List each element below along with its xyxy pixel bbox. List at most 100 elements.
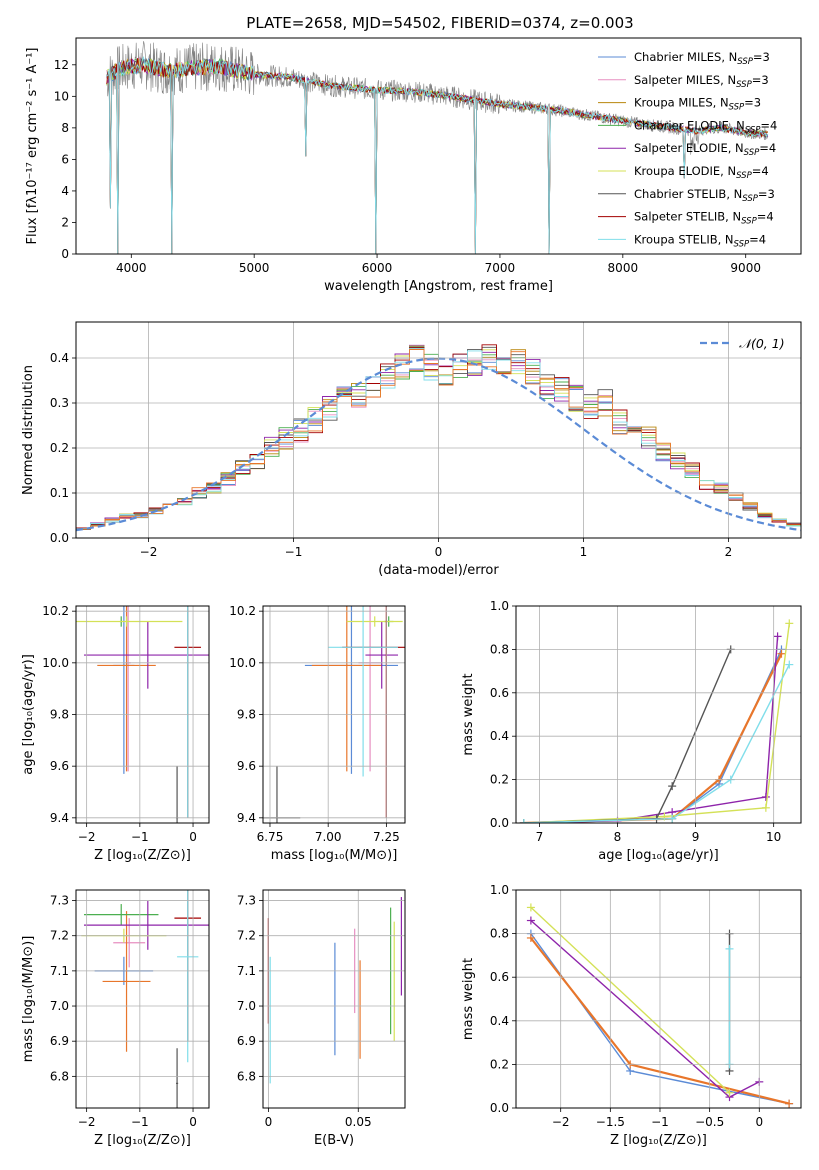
weight-line-salpeter_elodie — [523, 636, 779, 823]
errorbar-point — [328, 606, 399, 777]
y-tick-label: 9.8 — [50, 708, 69, 722]
y-tick-label: 0.4 — [50, 351, 69, 365]
y-tick-label: 1.0 — [490, 883, 509, 897]
x-tick-label: −1 — [651, 1115, 669, 1129]
y-axis-label: Normed distribution — [21, 365, 36, 495]
legend-label: Chabrier ELODIE, N — [634, 118, 745, 132]
legend-sub: SSP — [737, 57, 753, 67]
legend-label: Kroupa MILES, N — [634, 96, 729, 110]
legend-suffix: =3 — [753, 50, 770, 64]
y-tick-label: 7.3 — [50, 894, 69, 908]
x-tick-label: 7.25 — [373, 830, 400, 844]
axes-frame — [75, 321, 802, 539]
x-tick-label: −2 — [78, 1115, 96, 1129]
mass_vs_ebv-axes: 0 0.05 6.8 6.9 7.0 7.1 7.2 7.3 E(B-V) — [237, 889, 406, 1148]
model-line-salpeter_stelib — [106, 58, 768, 254]
legend-sub: SSP — [736, 80, 752, 90]
y-tick-label: 0.8 — [490, 927, 509, 941]
legend-sub: SSP — [742, 194, 758, 204]
y-tick-label: 7.1 — [237, 964, 256, 978]
x-tick-label: −1.5 — [596, 1115, 625, 1129]
x-tick-label: −0.5 — [695, 1115, 724, 1129]
x-axis-label: wavelength [Angstrom, rest frame] — [324, 279, 553, 294]
x-tick-label: −2 — [78, 830, 96, 844]
y-axis-label: mass weight — [461, 673, 476, 755]
mass_vs_ebv-plot — [267, 897, 403, 1084]
y-tick-label: 0.8 — [490, 642, 509, 656]
x-tick-label: −1 — [285, 545, 303, 559]
y-axis-label: age [log₁₀(age/yr)] — [21, 654, 36, 775]
y-tick-label: 9.8 — [237, 708, 256, 722]
y-tick-label: 7.2 — [50, 929, 69, 943]
x-tick-label: 6.75 — [257, 830, 284, 844]
y-tick-label: 9.4 — [50, 811, 69, 825]
y-axis-label: mass weight — [461, 958, 476, 1040]
y-tick-label: 0.6 — [490, 686, 509, 700]
age_vs_mass-plot — [263, 606, 405, 823]
axes-frame — [515, 605, 802, 824]
y-tick-label: 10 — [54, 89, 69, 103]
x-tick-label: 7000 — [485, 261, 516, 275]
legend-label: Kroupa STELIB, N — [634, 232, 734, 246]
y-tick-label: 6.8 — [50, 1069, 69, 1083]
x-axis-label: age [log₁₀(age/yr)] — [598, 848, 719, 863]
y-tick-label: 12 — [54, 58, 69, 72]
model-line-salpeter_elodie — [106, 58, 769, 254]
y-tick-label: 9.6 — [237, 759, 256, 773]
y-tick-label: 4 — [61, 184, 69, 198]
spectrum-axes: 4000 5000 6000 7000 8000 9000 0 2 4 6 8 10 12 wavelen… — [25, 37, 802, 294]
legend-label: Chabrier STELIB, N — [634, 187, 742, 201]
x-tick-label: 7.00 — [315, 830, 342, 844]
legend-suffix: =4 — [759, 141, 776, 155]
x-tick-label: −2 — [552, 1115, 570, 1129]
axes-frame — [262, 889, 406, 1109]
y-tick-label: 0 — [61, 247, 69, 261]
y-tick-label: 0.2 — [490, 773, 509, 787]
y-axis-label: Flux [fλ10⁻¹⁷ erg cm⁻² s⁻¹ A⁻¹] — [25, 48, 40, 245]
x-tick-label: 7 — [536, 830, 544, 844]
errorbar-point — [102, 911, 151, 1052]
errorbar-point — [176, 1048, 179, 1108]
y-tick-label: 9.6 — [50, 759, 69, 773]
y-tick-label: 10.0 — [229, 656, 256, 670]
weight_vs_z-axes: −2 −1.5 −1 −0.5 0 0.0 0.2 0.4 0.6 0.8 1.0 Z [log₁₀(… — [461, 883, 802, 1148]
weight_vs_age-plot — [519, 619, 794, 823]
x-axis-label: Z [log₁₀(Z/Z⊙)] — [94, 848, 191, 863]
legend-entry: 𝒩(0, 1) — [739, 336, 785, 351]
y-tick-label: 7.0 — [237, 999, 256, 1013]
model-line-chabrier_miles — [106, 57, 769, 254]
y-tick-label: 10.2 — [42, 604, 69, 618]
x-tick-label: −2 — [140, 545, 158, 559]
y-tick-label: 7.1 — [50, 964, 69, 978]
y-tick-label: 6.8 — [237, 1069, 256, 1083]
residuals-axes: −2 −1 0 1 2 0.0 0.1 0.2 0.3 0.4 (data-model)/error… — [21, 321, 802, 578]
legend-suffix: =3 — [752, 73, 769, 87]
model-line-kroupa_elodie — [106, 58, 769, 254]
x-tick-label: 0 — [435, 545, 443, 559]
legend-sub: SSP — [736, 171, 752, 181]
y-tick-label: 10.2 — [229, 604, 256, 618]
legend-label: Salpeter ELODIE, N — [634, 141, 744, 155]
x-tick-label: 0 — [265, 1115, 273, 1129]
mass_vs_z-axes: −2 −1 0 6.8 6.9 7.0 7.1 7.2 7.3 Z [log₁₀(Z/Z⊙)] ma… — [21, 889, 210, 1148]
y-axis-label: mass [log₁₀(M/M⊙)] — [21, 936, 36, 1063]
x-tick-label: −1 — [131, 1115, 149, 1129]
y-tick-label: 7.3 — [237, 894, 256, 908]
x-tick-label: 4000 — [116, 261, 147, 275]
legend-sub: SSP — [741, 217, 757, 227]
legend-sub: SSP — [744, 148, 760, 158]
y-tick-label: 6 — [61, 152, 69, 166]
x-axis-label: (data-model)/error — [378, 563, 499, 578]
errorbar-point — [76, 616, 183, 627]
weight-line-kroupa_stelib — [523, 664, 790, 823]
legend-suffix: =3 — [744, 96, 761, 110]
x-axis-label: mass [log₁₀(M/M⊙)] — [271, 848, 398, 863]
x-tick-label: 5000 — [239, 261, 270, 275]
x-tick-label: 1 — [580, 545, 588, 559]
model-line-chabrier_stelib — [106, 57, 768, 254]
legend-entry: Chabrier STELIB, NSSP=3 — [634, 187, 775, 204]
legend-label: Chabrier MILES, N — [634, 50, 737, 64]
age_vs_mass-axes: 6.75 7.00 7.25 9.4 9.6 9.8 10.0 10.2 mass [log₁₀… — [229, 604, 406, 863]
